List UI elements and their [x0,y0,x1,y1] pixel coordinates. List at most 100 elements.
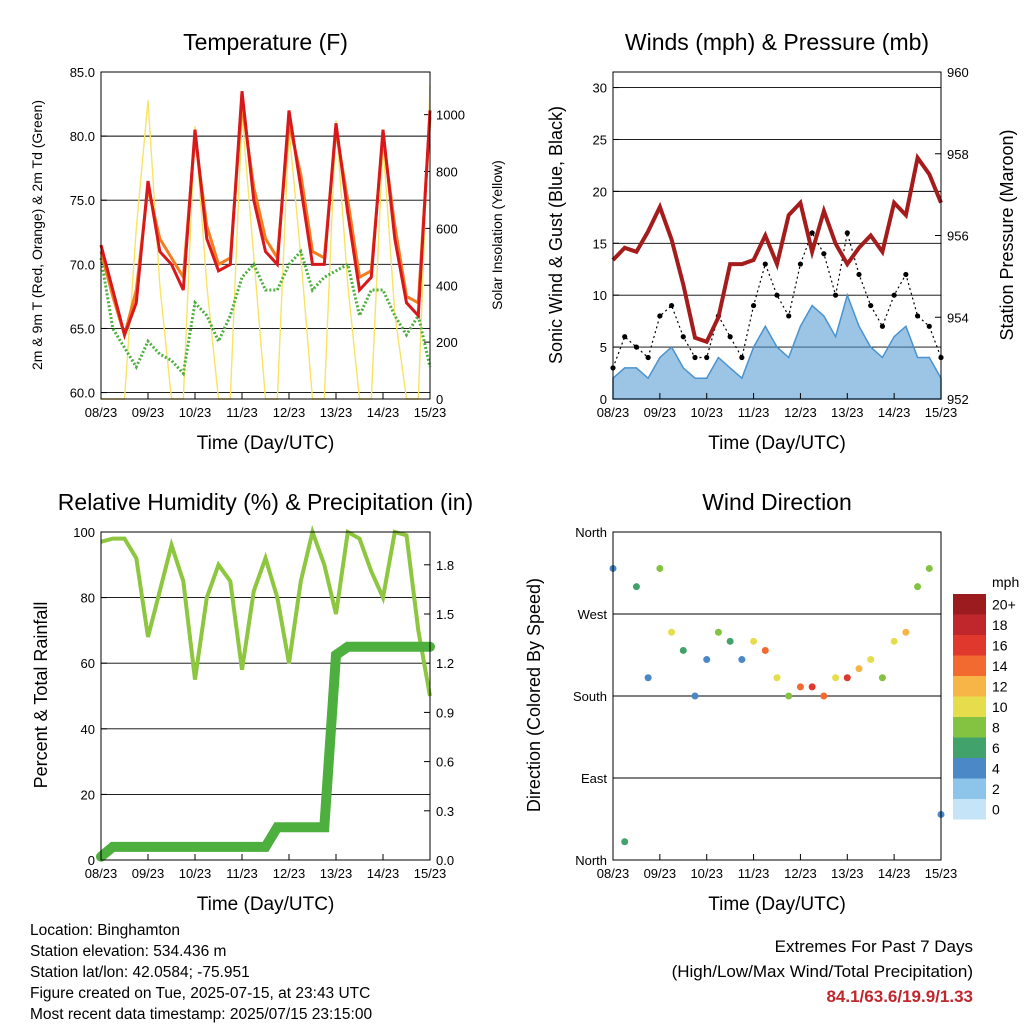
temp-y-tick-label: 80.0 [70,129,95,144]
direction-point [632,583,640,591]
wind-y-tick-label: 30 [593,81,607,96]
legend-label: 2 [992,781,1000,797]
x-tick-label: 14/23 [367,866,400,881]
direction-point [785,692,793,700]
gust-point [879,323,886,329]
x-tick-label: 09/23 [132,866,165,881]
legend-swatch [953,778,986,799]
x-tick-label: 12/23 [784,405,817,420]
wind-y-axis-label: Sonic Wind & Gust (Blue, Black) [546,106,566,364]
solar-y-tick-label: 0 [436,392,443,407]
gust-point [774,292,780,298]
x-axis-label-winds: Time (Day/UTC) [708,433,846,454]
x-tick-label: 11/23 [738,405,770,420]
direction-point [902,628,910,636]
legend-swatch [953,635,986,656]
legend-label: 16 [992,637,1008,653]
temp-y-tick-label: 60.0 [70,386,95,401]
legend-label: 12 [992,678,1008,694]
solar-y-tick-label: 600 [436,221,458,236]
legend-swatch [953,676,986,697]
x-tick-label: 08/23 [85,405,118,420]
temp-y-tick-label: 65.0 [70,321,95,336]
direction-point [855,665,863,673]
x-axis-label-humidity: Time (Day/UTC) [197,894,335,915]
chart-title-temperature: Temperature (F) [183,29,348,55]
pressure-y-tick-label: 956 [947,229,969,244]
x-tick-label: 14/23 [367,405,400,420]
wind-y-tick-label: 25 [593,132,607,147]
wind-y-tick-label: 0 [600,392,607,407]
solar-y-tick-label: 1000 [436,108,465,123]
x-axis-label-direction: Time (Day/UTC) [708,894,846,915]
wind-y-tick-label: 20 [593,184,607,199]
direction-point [761,646,769,654]
x-tick-label: 14/23 [878,866,911,881]
temp-y-tick-label: 75.0 [70,193,95,208]
x-tick-label: 10/23 [179,866,212,881]
extremes-values: 84.1/63.6/19.9/1.33 [826,987,973,1006]
legend-label: 8 [992,719,1000,735]
precip-y-tick-label: 0.0 [436,853,454,868]
direction-point [890,637,898,645]
x-tick-label: 15/23 [925,405,958,420]
precip-series [96,641,435,862]
wind-y-tick-label: 15 [593,236,607,251]
dewpoint-series [99,248,432,377]
legend-label: 10 [992,699,1008,715]
rh-y-tick-label: 40 [81,722,95,737]
x-tick-label: 11/23 [226,866,258,881]
plot-frame-temperature [100,71,431,400]
dir-y-tick-label: North [575,525,607,540]
legend-label: 4 [992,760,1000,776]
x-tick-label: 09/23 [644,405,677,420]
plot-frame-winds [612,71,942,400]
x-tick-label: 11/23 [738,866,770,881]
legend-swatch [953,758,986,779]
direction-point [914,583,922,591]
x-tick-label: 11/23 [226,405,258,420]
direction-point [820,692,828,700]
gust-point [821,251,827,257]
x-tick-label: 12/23 [273,866,306,881]
legend-label: 6 [992,740,1000,756]
pressure-y-tick-label: 958 [947,147,969,162]
legend-swatch [953,594,986,615]
precip-y-tick-label: 1.8 [436,558,454,573]
direction-point [679,646,687,654]
x-tick-label: 12/23 [784,866,817,881]
legend-label: 14 [992,658,1008,674]
station-info: Location: Binghamton Station elevation: … [30,920,372,1025]
extremes-subtitle: (High/Low/Max Wind/Total Precipitation) [671,962,973,981]
direction-point [832,674,840,682]
x-tick-label: 13/23 [320,866,353,881]
sonic-wind-series [612,292,942,400]
x-tick-label: 09/23 [132,405,165,420]
legend-label: 18 [992,617,1008,633]
direction-point [878,674,886,682]
gust-point [645,354,651,361]
wind-y-tick-label: 10 [593,288,607,303]
direction-point [726,637,734,645]
direction-point [714,628,722,636]
legend-label: 0 [992,801,1000,817]
legend-label: 20+ [992,596,1016,612]
direction-point [738,656,746,664]
chart-title-winds: Winds (mph) & Pressure (mb) [625,29,929,55]
x-tick-label: 15/23 [414,405,447,420]
legend-swatch [953,696,986,717]
direction-point [867,656,875,664]
pressure-series [611,152,943,345]
temp-2m-series [99,91,432,340]
dir-y-tick-label: East [581,771,607,786]
extremes-box: Extremes For Past 7 Days (High/Low/Max W… [672,934,973,1009]
legend-swatch [953,799,986,820]
x-tick-label: 10/23 [179,405,212,420]
gust-point [704,354,710,361]
direction-point [668,628,676,636]
solar-y-tick-label: 800 [436,165,458,180]
gust-point [739,354,745,361]
temp-y-tick-label: 85.0 [70,65,95,80]
x-tick-label: 08/23 [597,866,630,881]
